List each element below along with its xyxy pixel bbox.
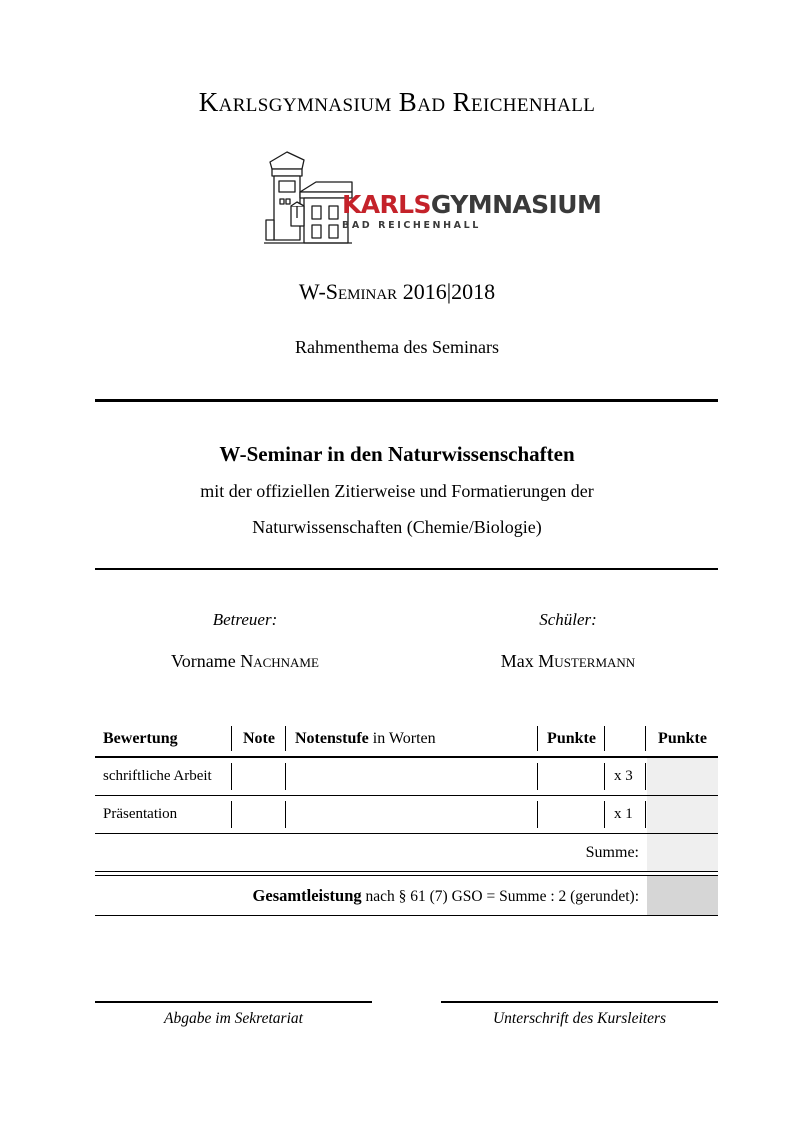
row-1-points-input[interactable] xyxy=(539,795,604,834)
row-1-vrule-2 xyxy=(285,795,287,834)
row-0-points-total-input[interactable] xyxy=(647,757,718,796)
school-logo: KARLSGYMNASIUM BAD REICHENHALL xyxy=(256,148,602,248)
total-label-bold: Gesamtleistung xyxy=(252,885,362,905)
header-grade-level-bold: Notenstufe xyxy=(295,729,369,747)
header-grade: Note xyxy=(233,721,285,758)
supervisor-name: Vorname Nachname xyxy=(95,651,395,672)
row-0-grade-level-input[interactable] xyxy=(287,757,537,796)
header-vrule-2 xyxy=(285,721,287,758)
header-points-total: Punkte xyxy=(647,721,718,758)
table-double-rule xyxy=(95,871,718,876)
signature-left-label: Abgabe im Sekretariat xyxy=(164,1009,303,1027)
logo-main-text: KARLSGYMNASIUM xyxy=(342,190,602,219)
row-1-vrule-1 xyxy=(231,795,233,834)
divider-top xyxy=(95,399,718,402)
sum-label: Summe: xyxy=(585,843,639,861)
supervisor-name-column: Vorname Nachname xyxy=(95,630,395,672)
header-vrule-1 xyxy=(231,721,233,758)
row-0-vrule-2 xyxy=(285,757,287,796)
student-last-name: Mustermann xyxy=(538,651,636,671)
double-rule-line xyxy=(95,871,718,876)
row-1-points-total-input[interactable] xyxy=(647,795,718,834)
student-first-name: Max xyxy=(500,651,539,671)
header-multiplier xyxy=(606,721,645,758)
row-0-grade-input[interactable] xyxy=(233,757,285,796)
row-0-points-input[interactable] xyxy=(539,757,604,796)
supervisor-column: Betreuer: xyxy=(95,610,395,630)
row-0-vrule-4 xyxy=(604,757,606,796)
theme-title: W-Seminar in den Naturwissenschaften xyxy=(219,442,575,466)
table-header-row: Bewertung Note Notenstufe in Worten Punk… xyxy=(95,721,718,758)
student-name-column: Max Mustermann xyxy=(418,630,718,672)
row-1-vrule-4 xyxy=(604,795,606,834)
signature-left: Abgabe im Sekretariat xyxy=(95,1001,372,1028)
divider-middle xyxy=(95,568,718,570)
total-label-rest: nach § 61 (7) GSO = Summe : 2 (gerundet)… xyxy=(361,887,639,905)
signature-right-label: Unterschrift des Kursleiters xyxy=(492,1009,667,1027)
sum-value-input[interactable] xyxy=(647,833,718,872)
people-section: Betreuer: Schüler: Vorname Nachname Max … xyxy=(95,610,718,672)
table-total-row: Gesamtleistung nach § 61 (7) GSO = Summe… xyxy=(95,875,718,916)
table-sum-row: Summe: xyxy=(95,833,718,872)
school-title: Karlsgymnasium Bad Reichenhall xyxy=(198,87,596,117)
row-0-multiplier: x 3 xyxy=(606,757,645,796)
total-value-input[interactable] xyxy=(647,875,718,916)
seminar-label: W-Seminar xyxy=(298,279,403,304)
seminar-heading: W-Seminar 2016|2018 xyxy=(0,279,794,305)
header-assessment: Bewertung xyxy=(95,721,231,758)
student-role-label: Schüler: xyxy=(539,610,597,629)
row-0-vrule-1 xyxy=(231,757,233,796)
total-label: Gesamtleistung nach § 61 (7) GSO = Summe… xyxy=(95,875,647,916)
seminar-subtitle: Rahmenthema des Seminars xyxy=(295,337,499,357)
supervisor-first-name: Vorname xyxy=(171,651,241,671)
people-roles-row: Betreuer: Schüler: xyxy=(95,610,718,630)
school-building-sketch-icon xyxy=(256,148,366,248)
theme-line-1: mit der offiziellen Zitierweise und Form… xyxy=(200,481,594,501)
header-vrule-3 xyxy=(537,721,539,758)
grade-table: Bewertung Note Notenstufe in Worten Punk… xyxy=(95,721,718,916)
student-column: Schüler: xyxy=(418,610,718,630)
logo-subtitle: BAD REICHENHALL xyxy=(342,220,481,231)
table-row: Präsentation x 1 xyxy=(95,795,718,834)
header-grade-level: Notenstufe in Worten xyxy=(287,721,537,758)
row-0-assessment: schriftliche Arbeit xyxy=(95,757,231,796)
header-vrule-4 xyxy=(604,721,606,758)
row-0-vrule-3 xyxy=(537,757,539,796)
row-1-vrule-5 xyxy=(645,795,647,834)
row-0-vrule-5 xyxy=(645,757,647,796)
header-vrule-5 xyxy=(645,721,647,758)
supervisor-role-label: Betreuer: xyxy=(212,610,278,629)
signature-right-line xyxy=(441,1001,718,1003)
table-row: schriftliche Arbeit x 3 xyxy=(95,757,718,796)
people-names-row: Vorname Nachname Max Mustermann xyxy=(95,630,718,672)
header-grade-level-rest: in Worten xyxy=(368,729,436,747)
logo-karls-text: KARLS xyxy=(342,190,432,219)
signature-left-line xyxy=(95,1001,372,1003)
signature-right: Unterschrift des Kursleiters xyxy=(441,1001,718,1028)
row-1-assessment: Präsentation xyxy=(95,795,231,834)
logo-wordmark: KARLSGYMNASIUM BAD REICHENHALL xyxy=(342,190,602,231)
signature-section: Abgabe im Sekretariat Unterschrift des K… xyxy=(95,1001,718,1028)
signature-row: Abgabe im Sekretariat Unterschrift des K… xyxy=(95,1001,718,1028)
supervisor-last-name: Nachname xyxy=(240,651,319,671)
row-1-grade-input[interactable] xyxy=(233,795,285,834)
row-1-multiplier: x 1 xyxy=(606,795,645,834)
student-name: Max Mustermann xyxy=(418,651,718,672)
seminar-years: 2016|2018 xyxy=(402,279,496,304)
row-1-vrule-3 xyxy=(537,795,539,834)
header-points: Punkte xyxy=(539,721,604,758)
theme-line-2: Naturwissenschaften (Chemie/Biologie) xyxy=(252,517,542,537)
row-1-grade-level-input[interactable] xyxy=(287,795,537,834)
logo-gymnasium-text: GYMNASIUM xyxy=(430,190,602,219)
